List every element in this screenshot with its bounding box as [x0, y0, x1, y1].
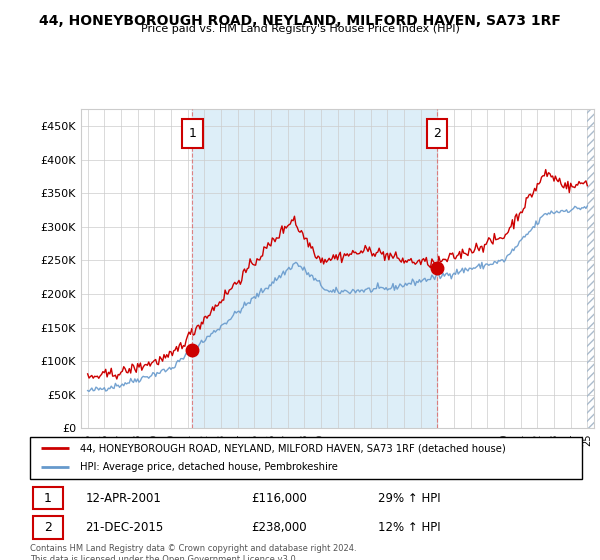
Text: 2: 2: [433, 127, 441, 139]
Text: 29% ↑ HPI: 29% ↑ HPI: [378, 492, 440, 505]
Text: Price paid vs. HM Land Registry's House Price Index (HPI): Price paid vs. HM Land Registry's House …: [140, 24, 460, 34]
Text: 44, HONEYBOROUGH ROAD, NEYLAND, MILFORD HAVEN, SA73 1RF (detached house): 44, HONEYBOROUGH ROAD, NEYLAND, MILFORD …: [80, 443, 505, 453]
Bar: [587, 109, 594, 428]
FancyBboxPatch shape: [33, 487, 63, 509]
Bar: [587, 109, 594, 428]
Text: 1: 1: [188, 127, 196, 139]
Text: 12% ↑ HPI: 12% ↑ HPI: [378, 521, 440, 534]
Text: 2: 2: [44, 521, 52, 534]
FancyBboxPatch shape: [427, 119, 447, 147]
Text: Contains HM Land Registry data © Crown copyright and database right 2024.
This d: Contains HM Land Registry data © Crown c…: [30, 544, 356, 560]
Text: £116,000: £116,000: [251, 492, 307, 505]
Text: HPI: Average price, detached house, Pembrokeshire: HPI: Average price, detached house, Pemb…: [80, 463, 338, 473]
Text: 1: 1: [44, 492, 52, 505]
Text: 44, HONEYBOROUGH ROAD, NEYLAND, MILFORD HAVEN, SA73 1RF: 44, HONEYBOROUGH ROAD, NEYLAND, MILFORD …: [39, 14, 561, 28]
FancyBboxPatch shape: [182, 119, 203, 147]
FancyBboxPatch shape: [30, 437, 582, 479]
Bar: [192, 109, 437, 428]
Text: £238,000: £238,000: [251, 521, 307, 534]
Bar: [192, 109, 437, 428]
FancyBboxPatch shape: [33, 516, 63, 539]
Text: 12-APR-2001: 12-APR-2001: [85, 492, 161, 505]
Text: 21-DEC-2015: 21-DEC-2015: [85, 521, 163, 534]
